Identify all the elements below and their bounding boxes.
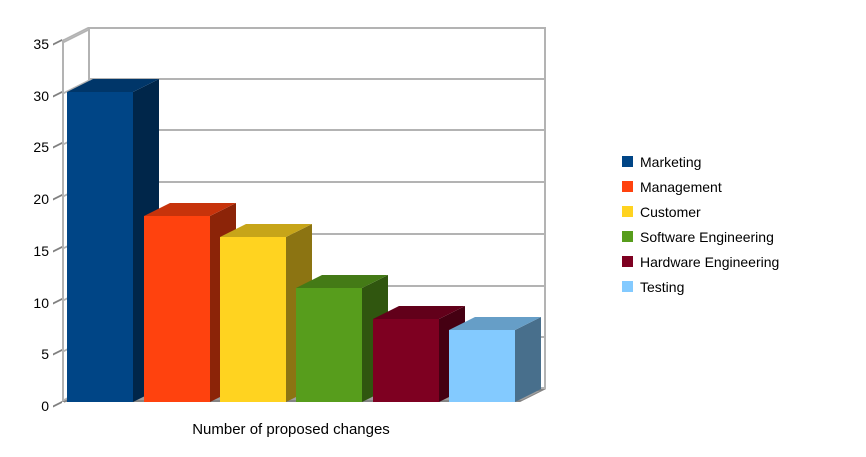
legend-label: Customer (640, 203, 701, 220)
legend-label: Hardware Engineering (640, 253, 780, 270)
y-axis-tick (53, 142, 62, 149)
legend-label: Marketing (640, 153, 702, 170)
legend-label: Management (640, 178, 722, 195)
y-axis-tick (53, 39, 62, 46)
y-axis-label: 5 (41, 346, 49, 363)
gridline (64, 183, 88, 198)
legend-item: Management (622, 174, 779, 199)
y-axis-tick (53, 297, 62, 305)
gridline (64, 286, 88, 301)
gridline (88, 284, 546, 287)
gridline (88, 336, 546, 339)
gridline (88, 129, 546, 132)
gridline (88, 181, 546, 184)
gridline (64, 234, 88, 249)
y-axis-label: 10 (33, 294, 49, 311)
y-axis-label: 15 (33, 242, 49, 259)
gridline (88, 27, 546, 29)
legend-item: Testing (622, 274, 779, 299)
y-axis-tick (53, 245, 62, 253)
chart-left-wall (62, 27, 88, 403)
legend-item: Software Engineering (622, 224, 779, 249)
gridline (64, 338, 88, 353)
gridline (64, 29, 88, 44)
chart-floor (62, 389, 547, 402)
gridline (64, 79, 88, 94)
legend-swatch (622, 181, 633, 192)
y-axis-tick (53, 194, 62, 201)
legend-item: Customer (622, 199, 779, 224)
y-axis-label: 35 (33, 36, 49, 52)
y-axis-tick (53, 90, 62, 98)
chart-back-wall (88, 27, 546, 389)
legend-item: Hardware Engineering (622, 249, 779, 274)
y-axis-label: 20 (33, 191, 49, 208)
legend-swatch (622, 256, 633, 267)
legend: Marketing Management Customer Software Engi… (622, 149, 779, 299)
y-axis-label: 0 (41, 398, 49, 414)
gridline (88, 232, 546, 235)
gridline (64, 131, 88, 146)
legend-label: Testing (640, 278, 685, 295)
y-axis-label: 30 (33, 87, 49, 104)
legend-swatch (622, 231, 633, 242)
gridline (88, 77, 546, 80)
y-axis-tick (53, 349, 62, 356)
legend-swatch (622, 281, 633, 292)
legend-swatch (622, 206, 633, 217)
back-wall-right-edge (544, 27, 546, 389)
legend-item: Marketing (622, 149, 779, 174)
y-axis-label: 25 (33, 139, 49, 156)
x-axis-title: Number of proposed changes (192, 421, 390, 438)
legend-label: Software Engineering (640, 228, 774, 245)
back-wall-left-edge (88, 27, 90, 389)
legend-swatch (622, 156, 633, 167)
